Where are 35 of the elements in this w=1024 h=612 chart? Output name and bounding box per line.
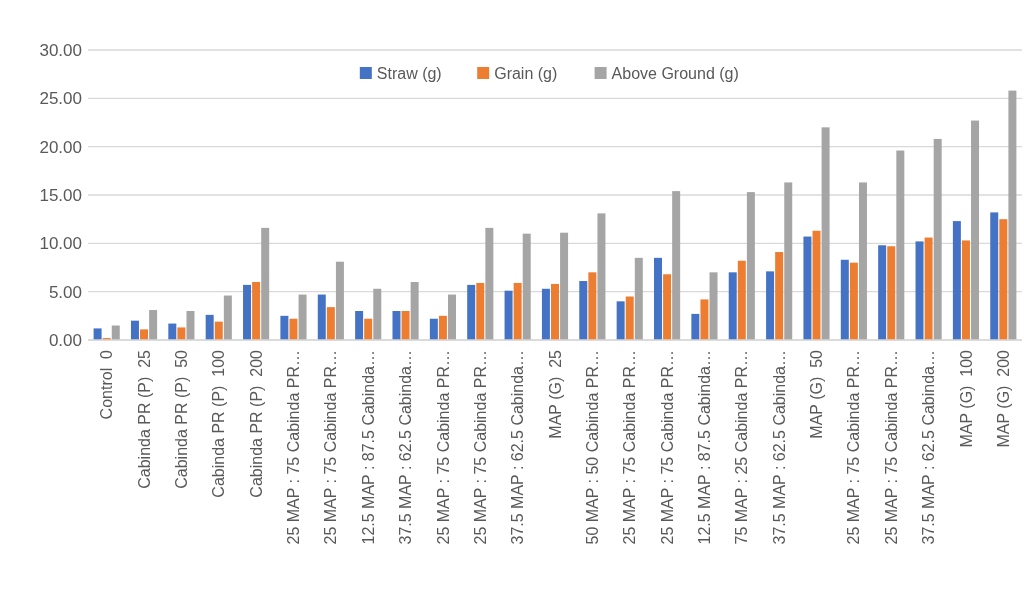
x-tick-label: Cabinda PR (P) 50 — [173, 349, 190, 489]
x-tick-label: 25 MAP : 75 Cabinda PR… — [658, 350, 676, 545]
x-tick-label: 37.5 MAP : 62.5 Cabinda… — [770, 350, 788, 545]
x-tick-label: 25 MAP : 75 Cabinda PR… — [471, 350, 489, 545]
x-tick-label: Cabinda PR (P) 25 — [135, 349, 153, 489]
x-tick-label: Cabinda PR (P) 200 — [247, 349, 265, 498]
legend-label: Straw (g) — [376, 64, 442, 82]
x-tick-label: 12.5 MAP : 87.5 Cabinda… — [359, 350, 377, 545]
x-tick-label: 25 MAP : 75 Cabinda PR… — [285, 350, 303, 545]
y-tick-label: 20.00 — [39, 137, 82, 157]
x-tick-label: MAP (G) 200 — [994, 349, 1012, 448]
y-tick-label: 5.00 — [48, 282, 82, 302]
x-tick-label: 37.5 MAP : 62.5 Cabinda… — [509, 350, 527, 545]
x-tick-label: 25 MAP : 75 Cabinda PR… — [882, 350, 900, 545]
y-tick-label: 15.00 — [39, 185, 82, 205]
x-tick-label: 37.5 MAP : 62.5 Cabinda… — [397, 350, 415, 545]
x-tick-label: 37.5 MAP : 62.5 Cabinda… — [920, 350, 938, 545]
x-tick-label: 25 MAP : 75 Cabinda PR… — [621, 350, 639, 545]
x-tick-label: 75 MAP : 25 Cabinda PR… — [733, 350, 751, 545]
y-tick-label: 10.00 — [39, 234, 82, 254]
x-tick-label: 50 MAP : 50 Cabinda PR… — [583, 350, 601, 545]
x-tick-label: 25 MAP : 75 Cabinda PR… — [845, 350, 863, 545]
x-tick-label: 12.5 MAP : 87.5 Cabinda… — [696, 350, 714, 545]
y-tick-label: 0.00 — [48, 330, 82, 350]
x-tick-label: Cabinda PR (P) 100 — [210, 349, 228, 498]
x-tick-label: MAP (G) 25 — [546, 349, 564, 439]
x-tick-label: 25 MAP : 75 Cabinda PR… — [322, 350, 340, 545]
legend-label: Above Ground (g) — [611, 64, 739, 82]
y-tick-label: 30.00 — [39, 40, 82, 60]
x-tick-label: 25 MAP : 75 Cabinda PR… — [434, 350, 452, 545]
legend-label: Grain (g) — [494, 64, 558, 82]
x-tick-label: MAP (G) 100 — [957, 349, 975, 448]
y-tick-label: 25.00 — [39, 89, 82, 109]
x-tick-label: Control 0 — [98, 349, 116, 420]
x-tick-label: MAP (G) 50 — [808, 349, 826, 439]
